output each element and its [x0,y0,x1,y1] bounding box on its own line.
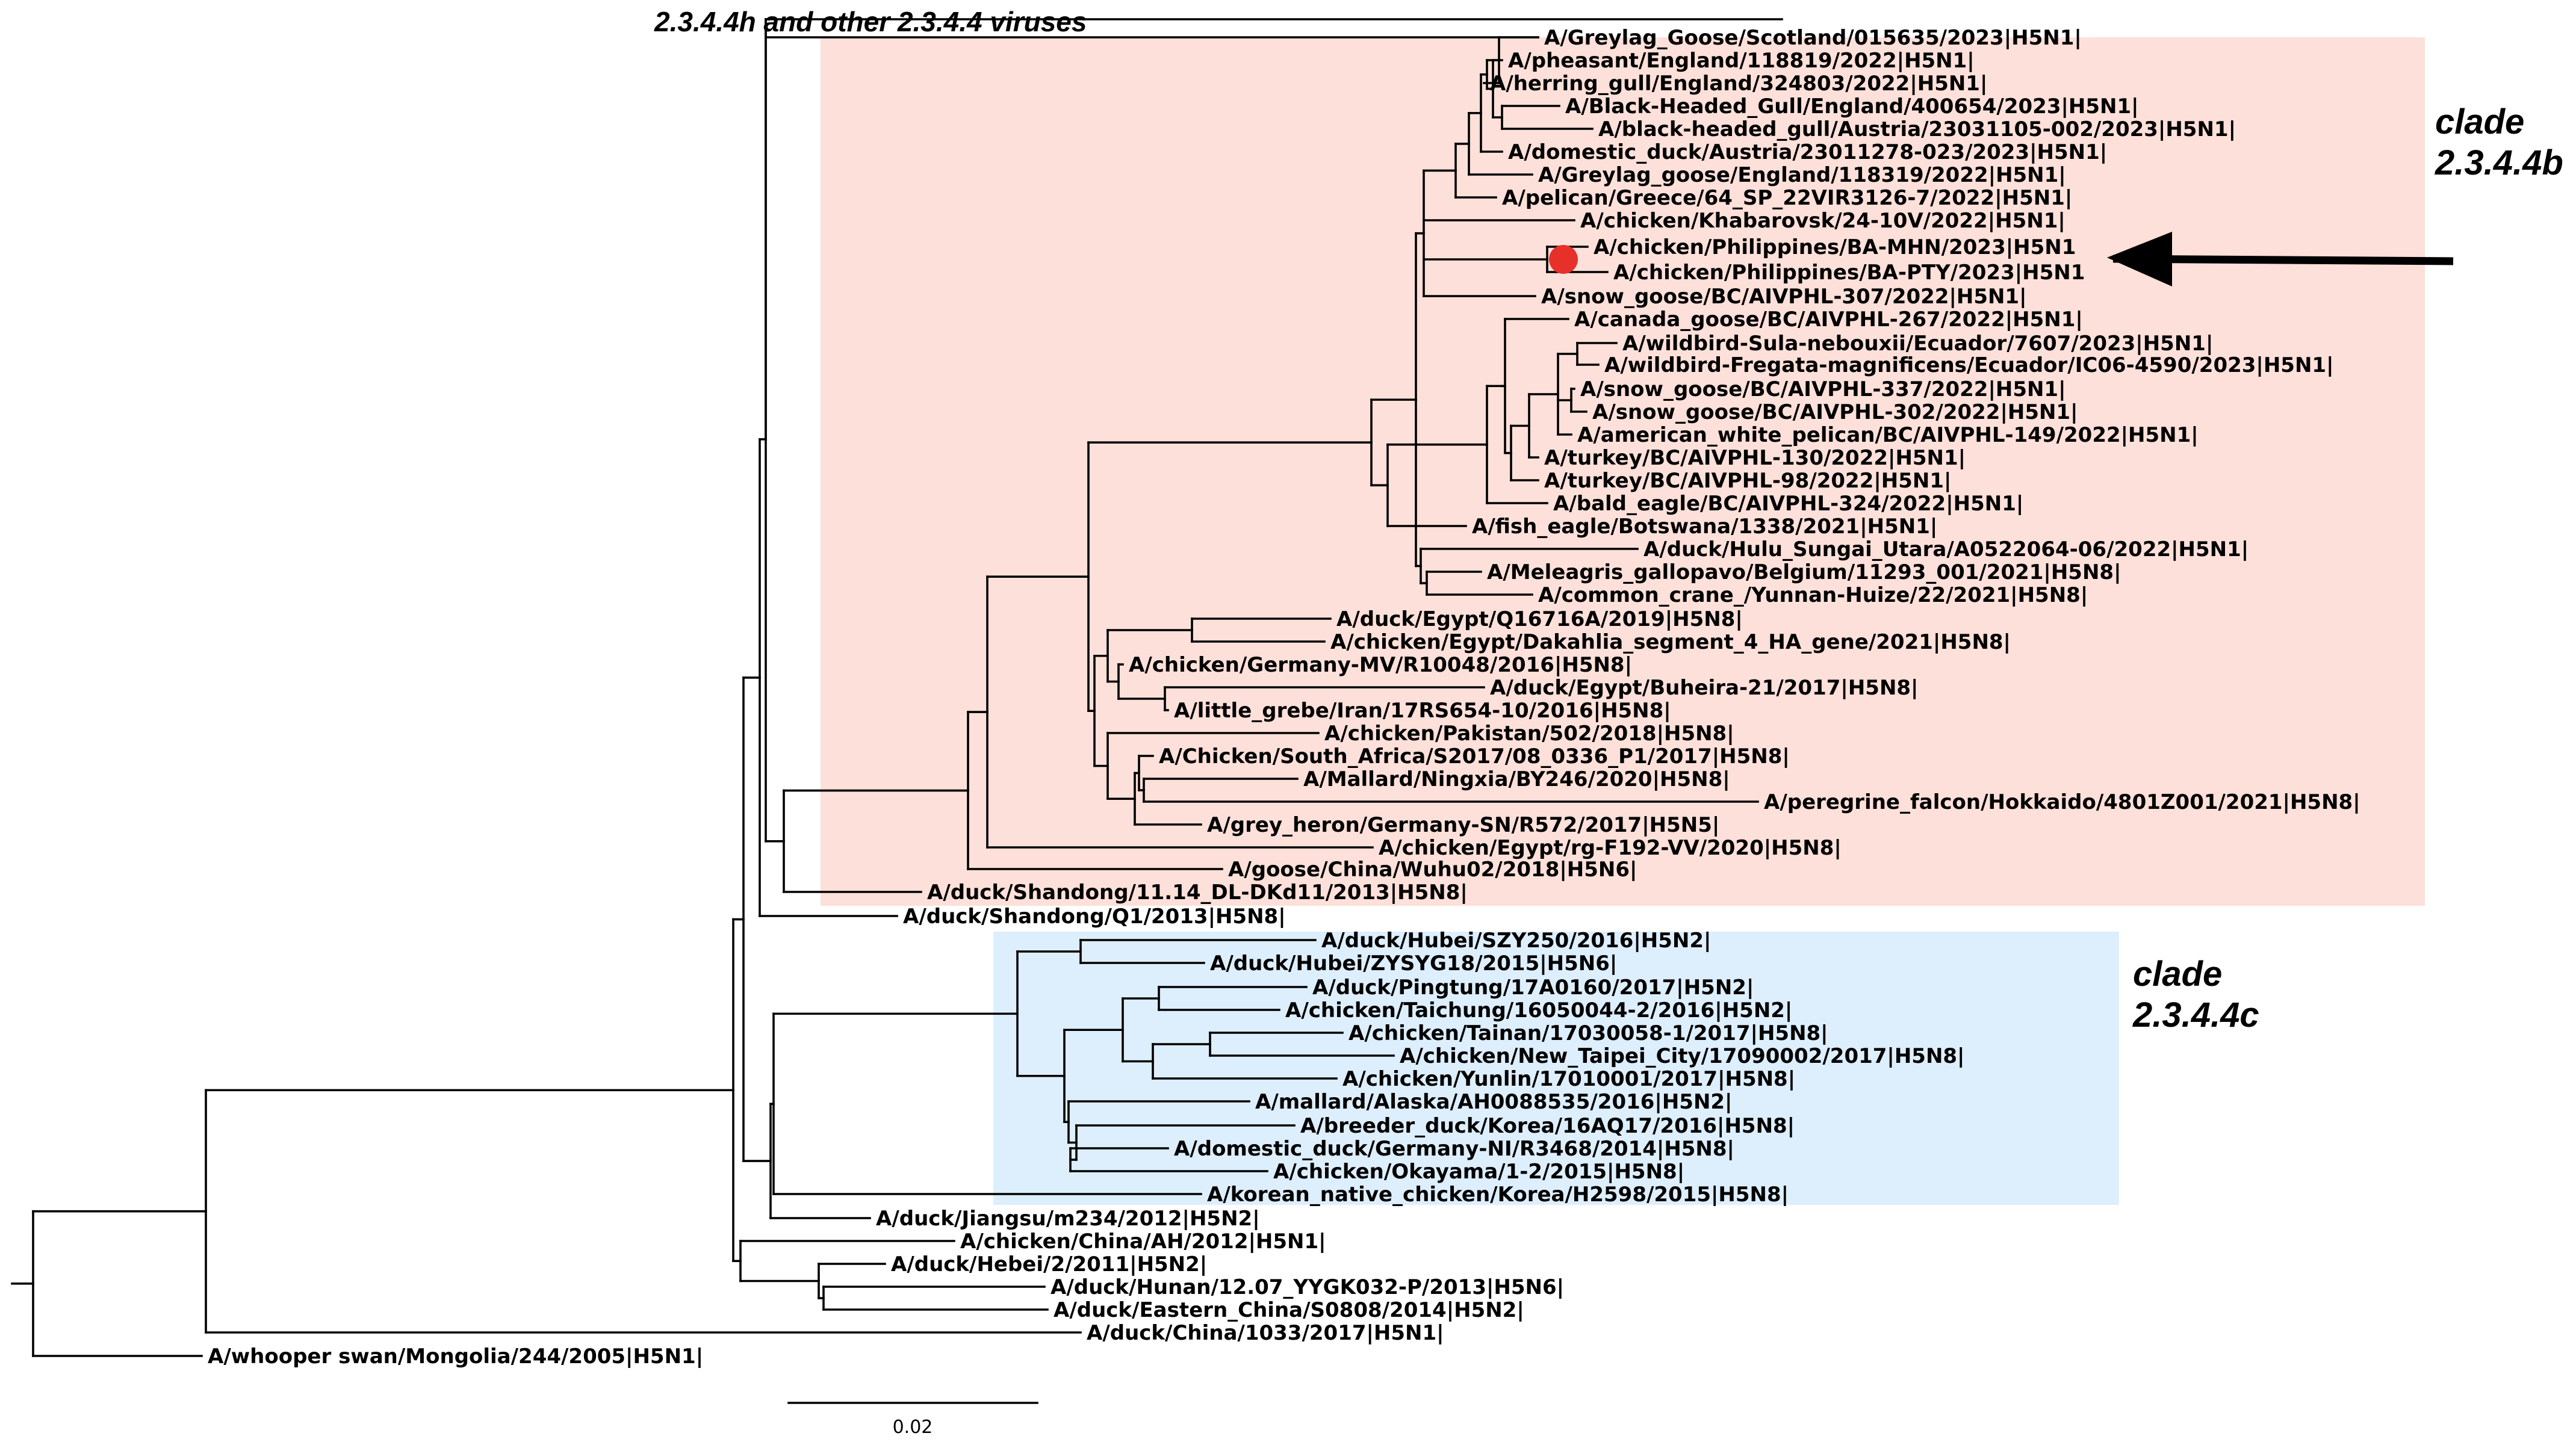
scale-bar-label: 0.02 [893,1417,933,1438]
clade-b-title-line1: clade [2435,102,2524,141]
leaf-label: A/chicken/Khabarovsk/24-10V/2022|H5N1| [1580,209,2065,233]
leaf-label: A/snow_goose/BC/AIVPHL-302/2022|H5N1| [1592,400,2078,424]
leaf-label: A/chicken/Philippines/BA-PTY/2023|H5N1 [1613,261,2085,285]
leaf-label: A/duck/Eastern_China/S0808/2014|H5N2| [1054,1298,1524,1322]
leaf-label: A/duck/Jiangsu/m234/2012|H5N2| [876,1207,1260,1231]
leaf-label: A/duck/Hunan/12.07_YYGK032-P/2013|H5N6| [1051,1275,1564,1299]
leaf-label: A/duck/Hebei/2/2011|H5N2| [891,1252,1207,1276]
leaf-label: A/herring_gull/England/324803/2022|H5N1| [1490,72,1987,96]
leaf-label: A/Greylag_Goose/Scotland/015635/2023|H5N… [1544,26,2082,50]
leaf-label: A/turkey/BC/AIVPHL-98/2022|H5N1| [1544,469,1951,493]
leaf-label: A/mallard/Alaska/AH0088535/2016|H5N2| [1255,1090,1732,1114]
leaf-label: A/domestic_duck/Germany-NI/R3468/2014|H5… [1174,1137,1734,1161]
leaf-label: A/chicken/Egypt/rg-F192-VV/2020|H5N8| [1379,836,1842,860]
arrow-left-icon [2107,232,2454,286]
leaf-label: A/whooper swan/Mongolia/244/2005|H5N1| [208,1344,703,1369]
tree-branches [11,18,1783,1357]
leaf-label: A/duck/Pingtung/17A0160/2017|H5N2| [1312,976,1754,1000]
leaf-label: A/chicken/Egypt/Dakahlia_segment_4_HA_ge… [1330,630,2011,654]
leaf-label: A/duck/Hulu_Sungai_Utara/A0522064-06/202… [1643,537,2249,562]
leaf-label: A/chicken/New_Taipei_City/17090002/2017|… [1400,1044,1964,1068]
leaf-label: A/duck/Egypt/Buheira-21/2017|H5N8| [1490,676,1918,700]
clade-b-title-line2: 2.3.4.4b [2435,143,2563,182]
leaf-label: A/breeder_duck/Korea/16AQ17/2016|H5N8| [1300,1114,1795,1138]
leaf-label: A/chicken/Pakistan/502/2018|H5N8| [1324,722,1734,746]
leaf-label: A/goose/China/Wuhu02/2018|H5N6| [1228,858,1637,882]
leaf-label: A/duck/Hubei/SZY250/2016|H5N2| [1321,929,1711,953]
leaf-label: A/duck/Shandong/11.14_DL-DKd11/2013|H5N8… [927,880,1468,905]
leaf-label: A/chicken/Germany-MV/R10048/2016|H5N8| [1129,653,1632,677]
leaf-label: A/bald_eagle/BC/AIVPHL-324/2022|H5N1| [1553,492,2023,516]
leaf-label: A/snow_goose/BC/AIVPHL-307/2022|H5N1| [1541,285,2027,309]
top-branch-label: 2.3.4.4h and other 2.3.4.4 viruses [654,6,1087,37]
leaf-label: A/chicken/Okayama/1-2/2015|H5N8| [1273,1160,1684,1184]
red-dot-icon [1549,245,1578,274]
clade-c-title-line1: clade [2133,955,2222,994]
leaf-label: A/pheasant/England/118819/2022|H5N1| [1508,49,1975,73]
leaf-label: A/snow_goose/BC/AIVPHL-337/2022|H5N1| [1580,377,2066,401]
clade-c-title-line2: 2.3.4.4c [2132,995,2259,1035]
leaf-label: A/chicken/Philippines/BA-MHN/2023|H5N1 [1594,235,2076,259]
leaf-label: A/pelican/Greece/64_SP_22VIR3126-7/2022|… [1502,186,2072,210]
leaf-label: A/wildbird-Fregata-magnificens/Ecuador/I… [1604,353,2333,377]
leaf-label: A/american_white_pelican/BC/AIVPHL-149/2… [1577,423,2199,447]
scale-bar: 0.02 [787,1402,1038,1438]
leaf-label: A/Greylag_goose/England/118319/2022|H5N1… [1538,163,2066,187]
leaf-label: A/domestic_duck/Austria/23011278-023/202… [1508,140,2107,164]
leaf-label: A/Mallard/Ningxia/BY246/2020|H5N8| [1303,767,1730,791]
leaf-label: A/korean_native_chicken/Korea/H2598/2015… [1207,1183,1789,1207]
leaf-label: A/chicken/Yunlin/17010001/2017|H5N8| [1342,1067,1795,1091]
leaf-label: A/chicken/China/AH/2012|H5N1| [960,1230,1326,1254]
leaf-label: A/fish_eagle/Botswana/1338/2021|H5N1| [1472,515,1937,539]
clade-2344c-box [993,932,2119,1205]
leaf-label: A/duck/Shandong/Q1/2013|H5N8| [903,905,1286,929]
leaf-label: A/canada_goose/BC/AIVPHL-267/2022|H5N1| [1574,308,2083,332]
leaf-label: A/Black-Headed_Gull/England/400654/2023|… [1565,94,2139,119]
leaf-label: A/Meleagris_gallopavo/Belgium/11293_001/… [1487,560,2121,584]
leaf-label: A/common_crane_/Yunnan-Huize/22/2021|H5N… [1538,583,2088,607]
leaf-label: A/chicken/Taichung/16050044-2/2016|H5N2| [1285,998,1792,1023]
leaf-label: A/duck/China/1033/2017|H5N1| [1087,1321,1444,1345]
leaf-label: A/peregrine_falcon/Hokkaido/4801Z001/202… [1764,790,2360,814]
leaf-label: A/duck/Hubei/ZYSYG18/2015|H5N6| [1210,951,1617,976]
leaf-label: A/chicken/Tainan/17030058-1/2017|H5N8| [1349,1021,1828,1045]
leaf-labels: A/Greylag_Goose/Scotland/015635/2023|H5N… [208,26,2360,1369]
leaf-label: A/grey_heron/Germany-SN/R572/2017|H5N5| [1207,813,1719,837]
leaf-label: A/duck/Egypt/Q16716A/2019|H5N8| [1336,607,1743,631]
leaf-label: A/Chicken/South_Africa/S2017/08_0336_P1/… [1159,744,1790,769]
leaf-label: A/turkey/BC/AIVPHL-130/2022|H5N1| [1544,446,1966,470]
leaf-label: A/wildbird-Sula-nebouxii/Ecuador/7607/20… [1622,332,2213,356]
leaf-label: A/black-headed_gull/Austria/23031105-002… [1598,117,2236,141]
leaf-label: A/little_grebe/Iran/17RS654-10/2016|H5N8… [1174,699,1671,723]
